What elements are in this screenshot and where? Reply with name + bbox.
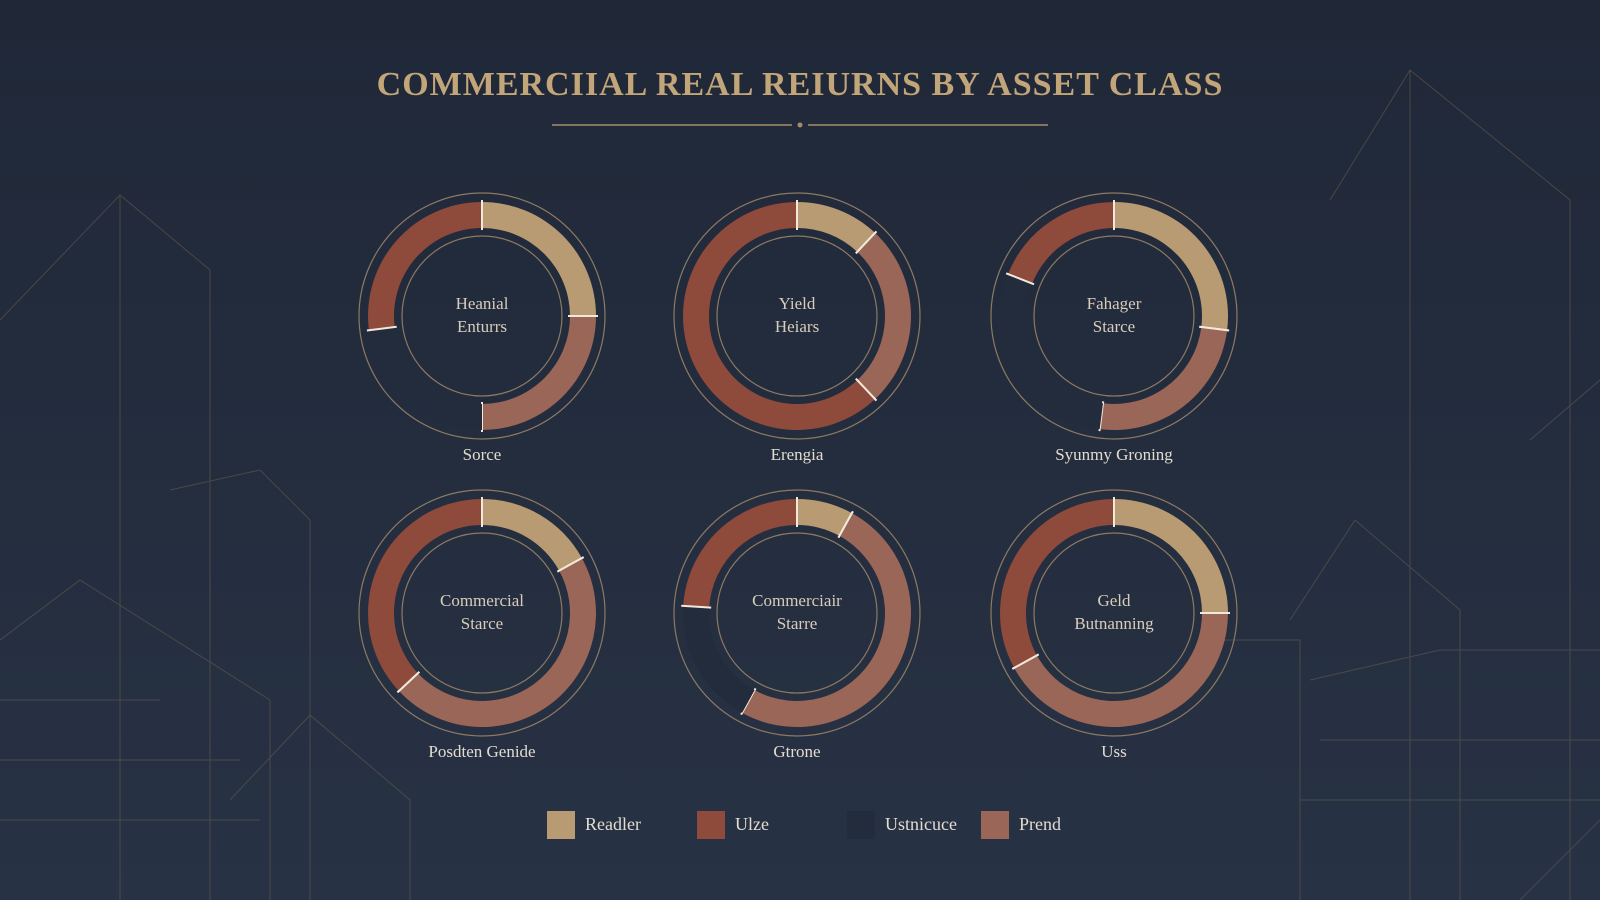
donut-segment bbox=[683, 605, 755, 713]
center-label: Commercial bbox=[440, 591, 524, 610]
donut-segment bbox=[1114, 499, 1228, 613]
outer-ring bbox=[673, 192, 921, 440]
donut-segment bbox=[1114, 202, 1228, 331]
outer-ring bbox=[673, 489, 921, 737]
donut-label: Posdten Genide bbox=[428, 742, 535, 761]
segment-divider bbox=[855, 230, 878, 254]
donut-segment bbox=[368, 327, 482, 430]
segment-divider bbox=[366, 325, 397, 332]
donut-segment bbox=[482, 202, 596, 316]
skyline-decoration bbox=[0, 69, 1600, 900]
donut-group: Heanial Enturrs Sorce Yield Heiars Erengia Fah… bbox=[358, 192, 1238, 761]
legend: Readler Ulze Ustnicuce Prend bbox=[547, 811, 1061, 839]
center-label: Heanial bbox=[456, 294, 509, 313]
donut-segment bbox=[683, 499, 797, 608]
legend-swatch bbox=[847, 811, 875, 839]
inner-ring bbox=[1033, 235, 1195, 397]
segment-divider bbox=[396, 671, 420, 694]
donut-label: Erengia bbox=[771, 445, 824, 464]
center-label: Yield bbox=[779, 294, 816, 313]
donut-segment bbox=[857, 232, 911, 400]
title-ornament bbox=[797, 122, 803, 128]
center-label: Heiars bbox=[775, 317, 819, 336]
center-label: Starre bbox=[777, 614, 818, 633]
segment-divider bbox=[855, 378, 878, 402]
donut-segment bbox=[398, 558, 597, 728]
inner-ring bbox=[1033, 532, 1195, 694]
legend-swatch bbox=[981, 811, 1009, 839]
center-label: Starce bbox=[1093, 317, 1135, 336]
legend-label: Ulze bbox=[735, 814, 769, 834]
center-label: Enturrs bbox=[457, 317, 507, 336]
center-label: Starce bbox=[461, 614, 503, 633]
outer-ring bbox=[990, 192, 1238, 440]
inner-ring bbox=[401, 532, 563, 694]
donut-segment bbox=[797, 202, 876, 252]
outer-ring bbox=[990, 489, 1238, 737]
legend-label: Readler bbox=[585, 814, 641, 834]
segment-divider bbox=[1199, 325, 1230, 332]
legend-swatch bbox=[697, 811, 725, 839]
donut-segment bbox=[482, 499, 582, 571]
donut-segment bbox=[1000, 274, 1103, 430]
legend-label: Prend bbox=[1019, 814, 1061, 834]
donut-segment bbox=[367, 499, 482, 692]
donut-segment bbox=[742, 513, 911, 727]
donut-segment bbox=[797, 499, 852, 536]
center-label: Butnanning bbox=[1074, 614, 1154, 633]
donut-segment bbox=[1014, 613, 1228, 727]
donut-label: Gtrone bbox=[773, 742, 820, 761]
inner-ring bbox=[716, 532, 878, 694]
donut-label: Syunmy Groning bbox=[1055, 445, 1173, 464]
donut-label: Uss bbox=[1101, 742, 1127, 761]
donut-segment bbox=[482, 316, 596, 430]
outer-ring bbox=[358, 192, 606, 440]
donut-segment bbox=[368, 202, 482, 331]
donut-segment bbox=[683, 202, 876, 430]
legend-swatch bbox=[547, 811, 575, 839]
center-label: Fahager bbox=[1087, 294, 1142, 313]
center-label: Geld bbox=[1097, 591, 1131, 610]
segment-divider bbox=[837, 510, 854, 539]
legend-label: Ustnicuce bbox=[885, 814, 957, 834]
inner-ring bbox=[401, 235, 563, 397]
donut-segment bbox=[1008, 202, 1114, 284]
center-label: Commerciair bbox=[752, 591, 842, 610]
chart-title: COMMERCIIAL REAL REIURNS BY ASSET CLASS bbox=[377, 66, 1224, 103]
donut-label: Sorce bbox=[463, 445, 502, 464]
segment-divider bbox=[681, 604, 712, 609]
segment-divider bbox=[1011, 653, 1040, 670]
outer-ring bbox=[358, 489, 606, 737]
segment-divider bbox=[1005, 272, 1035, 286]
segment-divider bbox=[556, 556, 585, 573]
inner-ring bbox=[716, 235, 878, 397]
donut-segment bbox=[1000, 499, 1114, 668]
donut-segment bbox=[1099, 327, 1228, 430]
